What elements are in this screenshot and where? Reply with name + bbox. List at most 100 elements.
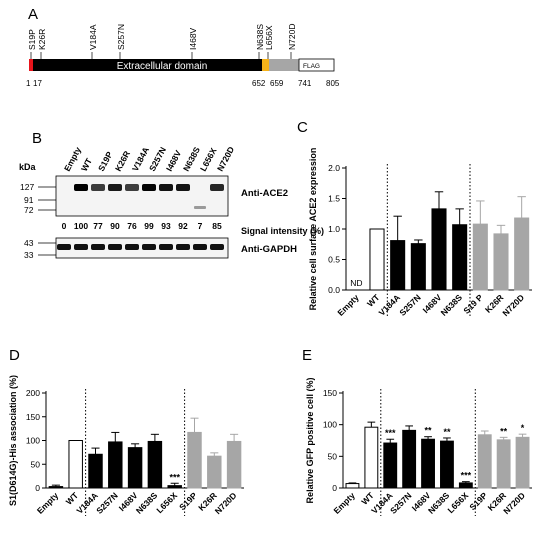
x-tick-label: N720D <box>213 490 239 516</box>
mutation-label-s19p: S19P <box>27 29 37 50</box>
bar <box>421 438 435 489</box>
y-tick-label: 100 <box>323 420 337 430</box>
chart-panel-d: 0 50 100 150 200 S1(D614G)-His association (%… <box>8 375 244 516</box>
lane-labels: Empty WT S19P K26R V184A S257N I468V N63… <box>62 145 236 173</box>
chart-panel-e: 0 50 100 150 Relative GFP positive cell (%) E… <box>305 378 532 516</box>
residue-number: 741 <box>298 79 312 88</box>
signal-value: 90 <box>110 221 120 231</box>
significance-label: *** <box>461 471 472 481</box>
marker-72: 72 <box>24 205 34 215</box>
mutation-label-v184a: V184A <box>88 24 98 50</box>
x-tick-label: Empty <box>35 490 61 516</box>
bar <box>345 483 360 489</box>
lane-label: N720D <box>215 145 236 173</box>
ace2-band <box>159 184 173 191</box>
bar <box>452 224 468 291</box>
bar <box>472 223 488 291</box>
mutation-label-k26r: K26R <box>37 29 47 50</box>
bar <box>383 442 398 489</box>
bar <box>68 440 83 489</box>
flag-label: FLAG <box>303 63 320 70</box>
signal-value: 0 <box>62 221 67 231</box>
x-tick-label: N638S <box>134 490 160 516</box>
mutation-label-n638s: N638S <box>255 24 265 50</box>
significance-label: *** <box>385 428 396 438</box>
y-tick-label: 0 <box>35 483 40 493</box>
gapdh-band <box>57 244 71 250</box>
marker-33: 33 <box>24 250 34 260</box>
ace2-band <box>74 184 88 191</box>
y-tick-label: 1.0 <box>328 224 340 234</box>
gapdh-bands <box>57 244 224 250</box>
signal-value: 85 <box>212 221 222 231</box>
x-tick-label: N638S <box>426 490 452 516</box>
bar <box>514 217 530 291</box>
gapdh-band <box>193 244 207 250</box>
signal-value: 100 <box>74 221 88 231</box>
significance-label: *** <box>169 472 180 482</box>
domain-schematic: Extracellular domain FLAG S19P K26R V184… <box>26 24 340 88</box>
residue-number: 805 <box>326 79 340 88</box>
lane-label: K26R <box>113 149 132 173</box>
bar <box>496 439 511 489</box>
panel-letter-a: A <box>28 6 38 23</box>
y-tick-label: 150 <box>323 388 337 398</box>
x-tick-label: L656X <box>445 490 470 515</box>
x-tick-label: L656X <box>154 490 179 515</box>
signal-value: 7 <box>198 221 203 231</box>
nd-label: ND <box>350 278 362 288</box>
ace2-bands <box>74 184 224 209</box>
ace2-band <box>125 184 139 191</box>
bar <box>364 426 379 489</box>
bar <box>167 485 182 489</box>
x-tick-label: S19P <box>177 490 199 512</box>
gapdh-band <box>108 244 122 250</box>
panel-letter-d: D <box>9 347 20 364</box>
y-axis-title: S1(D614G)-His association (%) <box>8 375 18 506</box>
x-tick-label: S257N <box>397 292 422 317</box>
gapdh-band <box>91 244 105 250</box>
x-tick-label: S19 P <box>461 292 485 316</box>
ace2-band <box>142 184 156 191</box>
chart-panel-c: 0.0 0.5 1.0 1.5 2.0 Relative cell surface ACE… <box>308 148 532 318</box>
anti-gapdh-label: Anti-GAPDH <box>241 244 297 255</box>
y-tick-label: 2.0 <box>328 163 340 173</box>
marker-43: 43 <box>24 238 34 248</box>
bar <box>402 429 417 489</box>
signal-value: 93 <box>161 221 171 231</box>
x-tick-label: S257N <box>388 490 413 515</box>
bar <box>431 208 447 291</box>
y-tick-label: 0.0 <box>328 285 340 295</box>
y-axis-title: Relative GFP positive cell (%) <box>305 378 315 504</box>
x-tick-label: Empty <box>335 292 361 318</box>
mutation-label-s257n: S257N <box>116 24 126 50</box>
bar <box>48 486 64 489</box>
y-tick-label: 150 <box>26 412 40 422</box>
residue-number: 659 <box>270 79 284 88</box>
ace2-band <box>91 184 105 191</box>
residue-number: 17 <box>33 79 42 88</box>
bar <box>440 440 454 489</box>
ace2-band <box>108 184 122 191</box>
gapdh-band <box>74 244 88 250</box>
marker-91: 91 <box>24 195 34 205</box>
gapdh-band <box>159 244 173 250</box>
bar <box>515 436 530 489</box>
bar <box>390 240 406 291</box>
x-tick-label: S19P <box>467 490 489 512</box>
mutation-label-n720d: N720D <box>287 24 297 50</box>
signal-value: 77 <box>93 221 103 231</box>
y-tick-label: 0.5 <box>328 255 340 265</box>
x-tick-label: N638S <box>439 292 465 318</box>
bar <box>477 434 492 489</box>
significance-label: ** <box>443 427 451 437</box>
lane-label: WT <box>79 156 94 173</box>
y-tick-label: 100 <box>26 436 40 446</box>
ace2-blot-membrane <box>55 175 229 217</box>
y-tick-label: 0 <box>332 483 337 493</box>
x-tick-label: N720D <box>501 490 527 516</box>
significance-label: ** <box>425 426 433 436</box>
x-tick-label: WT <box>365 292 382 309</box>
bar <box>226 440 242 489</box>
cytoplasmic-segment <box>269 59 299 71</box>
